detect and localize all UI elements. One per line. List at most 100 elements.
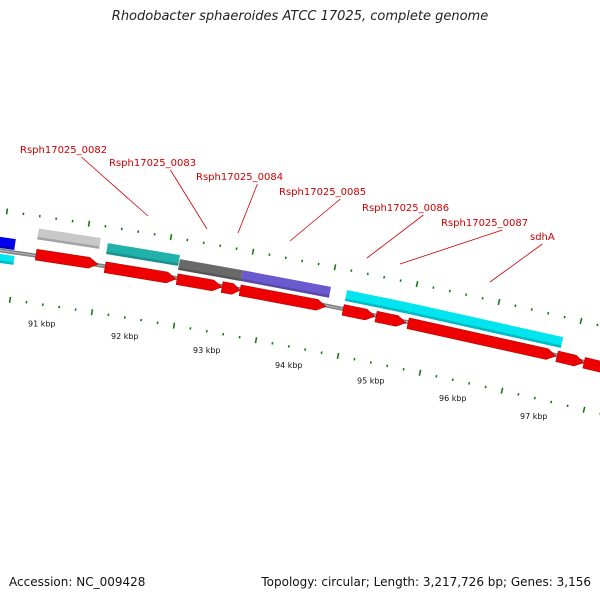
gene-block-0082 xyxy=(37,228,101,249)
kbp-label-0: 91 kbp xyxy=(28,319,56,328)
outer-tick-1 xyxy=(22,212,25,216)
outer-tick-0 xyxy=(5,208,9,215)
gene-label-0: Rsph17025_0082 xyxy=(20,145,107,156)
gene-block-left-cyan-shape xyxy=(0,253,15,265)
inner-tick-26 xyxy=(435,374,438,378)
inner-tick-33 xyxy=(550,400,553,404)
inner-tick-35 xyxy=(582,406,586,413)
gene-block-0086 xyxy=(344,290,380,308)
outer-tick-10 xyxy=(169,234,173,241)
inner-tick-12 xyxy=(205,330,208,333)
gene-block-left-blue xyxy=(0,236,16,251)
cds-arrow-0087-shape xyxy=(374,310,407,327)
inner-tick-7 xyxy=(123,316,126,319)
inner-tick-28 xyxy=(468,382,471,385)
gene-block-sdhA-shadow xyxy=(408,311,562,348)
leader-line-1 xyxy=(170,169,208,230)
inner-tick-30 xyxy=(500,387,504,394)
gene-block-0084-shape xyxy=(178,259,243,282)
gene-label-5: Rsph17025_0087 xyxy=(441,218,528,229)
outer-tick-3 xyxy=(55,217,58,220)
kbp-labels: 91 kbp 92 kbp 93 kbp 94 kbp 95 kbp 96 kbp 97 k… xyxy=(28,319,548,420)
gene-label-1: Rsph17025_0083 xyxy=(109,158,196,169)
inner-tick-16 xyxy=(271,341,274,345)
gene-block-0082-shape xyxy=(37,228,101,249)
inner-tick-19 xyxy=(320,351,323,355)
gene-block-0083 xyxy=(106,243,180,266)
inner-tick-20 xyxy=(336,352,340,360)
gene-block-0085 xyxy=(240,270,332,298)
outer-tick-29 xyxy=(481,296,484,300)
gene-block-0084 xyxy=(178,259,243,282)
gene-label-4: Rsph17025_0086 xyxy=(362,203,449,214)
inner-tick-0 xyxy=(8,296,12,303)
inner-tick-27 xyxy=(451,378,454,382)
outer-tick-25 xyxy=(415,280,419,288)
gene-label-3: Rsph17025_0085 xyxy=(279,187,366,198)
cds-arrow-0082 xyxy=(34,248,99,269)
gene-block-0083-shape xyxy=(106,243,180,266)
inner-tick-17 xyxy=(287,345,290,348)
leader-line-4 xyxy=(366,214,424,259)
kbp-label-5: 96 kbp xyxy=(439,394,467,403)
outer-tick-4 xyxy=(71,219,74,223)
outer-tick-30 xyxy=(497,298,501,306)
inner-tick-14 xyxy=(238,335,241,339)
outer-tick-9 xyxy=(153,233,156,236)
inner-tick-32 xyxy=(533,396,536,400)
inner-tick-6 xyxy=(107,313,110,317)
gene-label-2: Rsph17025_0084 xyxy=(196,172,283,183)
outer-tick-19 xyxy=(317,262,320,266)
cds-arrow-right-1-shape xyxy=(555,350,585,367)
outer-tick-11 xyxy=(186,238,189,242)
outer-tick-12 xyxy=(202,241,205,245)
cds-arrow-right-1 xyxy=(555,350,585,367)
cds-arrow-0084b-shape xyxy=(220,281,241,295)
outer-tick-track xyxy=(5,208,599,327)
outer-tick-36 xyxy=(596,323,599,327)
outer-tick-31 xyxy=(514,304,517,308)
leader-line-5 xyxy=(399,229,503,265)
gene-block-0082-shadow xyxy=(37,236,100,249)
leader-line-0 xyxy=(81,156,149,217)
gene-block-left-cyan-shadow xyxy=(0,259,14,265)
inner-tick-31 xyxy=(517,393,520,396)
outer-tick-18 xyxy=(301,259,304,263)
cds-arrow-right-2-shape xyxy=(582,357,600,373)
gene-block-0085-shape xyxy=(240,270,332,298)
gene-block-sdhA-shape xyxy=(408,303,564,348)
inner-tick-9 xyxy=(156,321,159,325)
cds-arrow-right-2 xyxy=(582,357,600,373)
gene-block-0087-shape xyxy=(376,296,412,315)
cds-arrow-0086 xyxy=(341,304,376,321)
cds-arrow-0084b xyxy=(220,281,241,295)
label-leader-lines xyxy=(81,156,543,283)
map-title: Rhodobacter sphaeroides ATCC 17025, comp… xyxy=(111,9,489,24)
gene-block-left-blue-shadow xyxy=(0,244,15,251)
cds-arrow-0085 xyxy=(238,284,327,311)
kbp-label-1: 92 kbp xyxy=(111,332,139,341)
outer-tick-6 xyxy=(104,224,107,228)
genome-summary-text: Topology: circular; Length: 3,217,726 bp… xyxy=(261,575,591,589)
inner-tick-34 xyxy=(566,404,569,408)
feature-track xyxy=(0,228,600,373)
outer-tick-24 xyxy=(399,279,402,282)
inner-tick-15 xyxy=(254,337,258,344)
gene-block-0083-shadow xyxy=(106,251,179,266)
outer-tick-13 xyxy=(219,244,222,248)
inner-tick-10 xyxy=(172,322,176,329)
gene-labels: Rsph17025_0082Rsph17025_0083Rsph17025_00… xyxy=(20,145,555,243)
kbp-label-3: 94 kbp xyxy=(275,361,303,370)
outer-tick-22 xyxy=(366,272,369,276)
inner-tick-25 xyxy=(418,369,422,376)
gene-block-left-cyan xyxy=(0,253,15,265)
inner-tick-11 xyxy=(189,327,192,330)
kbp-label-4: 95 kbp xyxy=(357,377,385,386)
accession-text: Accession: NC_009428 xyxy=(9,575,146,589)
leader-line-6 xyxy=(489,243,543,283)
outer-tick-32 xyxy=(530,308,533,311)
inner-tick-24 xyxy=(402,367,405,371)
gene-label-6: sdhA xyxy=(530,232,555,243)
cds-arrow-0086-shape xyxy=(341,304,376,321)
